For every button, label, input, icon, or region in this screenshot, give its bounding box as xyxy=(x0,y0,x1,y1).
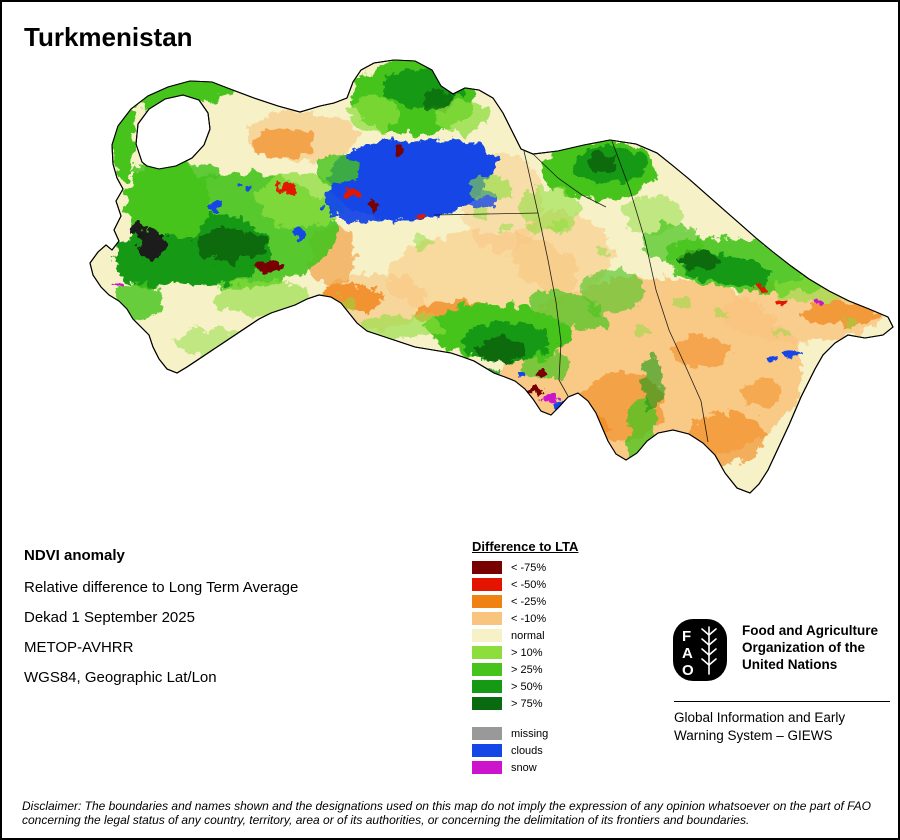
wheat-ear-icon xyxy=(701,626,717,675)
projection-info: WGS84, Geographic Lat/Lon xyxy=(24,669,217,686)
fao-logo-letter-a: A xyxy=(682,645,693,662)
legend-swatch xyxy=(472,561,502,574)
legend-label: < -50% xyxy=(511,578,547,591)
legend-swatch xyxy=(472,744,502,757)
disclaimer-text: Disclaimer: The boundaries and names sho… xyxy=(22,799,871,827)
legend-label: > 25% xyxy=(511,663,543,676)
sensor-name: METOP-AVHRR xyxy=(24,639,134,656)
ndvi-surplus-layer xyxy=(112,60,859,468)
legend-swatch xyxy=(472,680,502,693)
legend-label: > 10% xyxy=(511,646,543,659)
legend-label: < -75% xyxy=(511,561,547,574)
legend-swatch xyxy=(472,646,502,659)
fao-logo-letter-o: O xyxy=(682,662,694,679)
legend-label: < -10% xyxy=(511,612,547,625)
anomaly-specks-layer xyxy=(116,147,823,408)
legend-item: > 25% xyxy=(472,663,578,676)
legend-swatch xyxy=(472,727,502,740)
legend-item: > 10% xyxy=(472,646,578,659)
legend-label: > 75% xyxy=(511,697,543,710)
legend-item: missing xyxy=(472,727,578,740)
legend: Difference to LTA < -75% < -50% < -25% <… xyxy=(472,539,578,778)
legend-gap xyxy=(472,714,578,727)
legend-label: < -25% xyxy=(511,595,547,608)
fao-org-name: Food and Agriculture Organization of the… xyxy=(742,623,878,672)
legend-item: clouds xyxy=(472,744,578,757)
legend-item: < -50% xyxy=(472,578,578,591)
legend-item: < -75% xyxy=(472,561,578,574)
legend-item: < -25% xyxy=(472,595,578,608)
legend-swatch xyxy=(472,697,502,710)
legend-item: < -10% xyxy=(472,612,578,625)
legend-swatch xyxy=(472,612,502,625)
ndvi-raster-layers xyxy=(112,60,882,468)
legend-title: Difference to LTA xyxy=(472,539,579,554)
fao-logo: F A O xyxy=(673,619,727,681)
legend-swatch xyxy=(472,761,502,774)
page-title: Turkmenistan xyxy=(24,22,193,52)
legend-item: > 50% xyxy=(472,680,578,693)
legend-label: normal xyxy=(511,629,545,642)
admin-boundaries xyxy=(433,140,709,443)
legend-label: clouds xyxy=(511,744,543,757)
legend-label: missing xyxy=(511,727,549,740)
legend-item: snow xyxy=(472,761,578,774)
footer-divider xyxy=(674,701,890,702)
legend-label: > 50% xyxy=(511,680,543,693)
dekad-date: Dekad 1 September 2025 xyxy=(24,609,195,626)
legend-swatch xyxy=(472,578,502,591)
legend-swatch xyxy=(472,595,502,608)
legend-item: normal xyxy=(472,629,578,642)
clouds-layer xyxy=(315,140,514,222)
ndvi-anomaly-heading: NDVI anomaly xyxy=(24,547,125,564)
legend-swatch xyxy=(472,629,502,642)
legend-label: snow xyxy=(511,761,537,774)
legend-item: > 75% xyxy=(472,697,578,710)
country-border xyxy=(89,59,894,494)
map-subtitle: Relative difference to Long Term Average xyxy=(24,579,299,596)
fao-logo-letter-f: F xyxy=(682,628,691,645)
giews-label: Global Information and Early Warning Sys… xyxy=(674,710,846,743)
legend-swatch xyxy=(472,663,502,676)
